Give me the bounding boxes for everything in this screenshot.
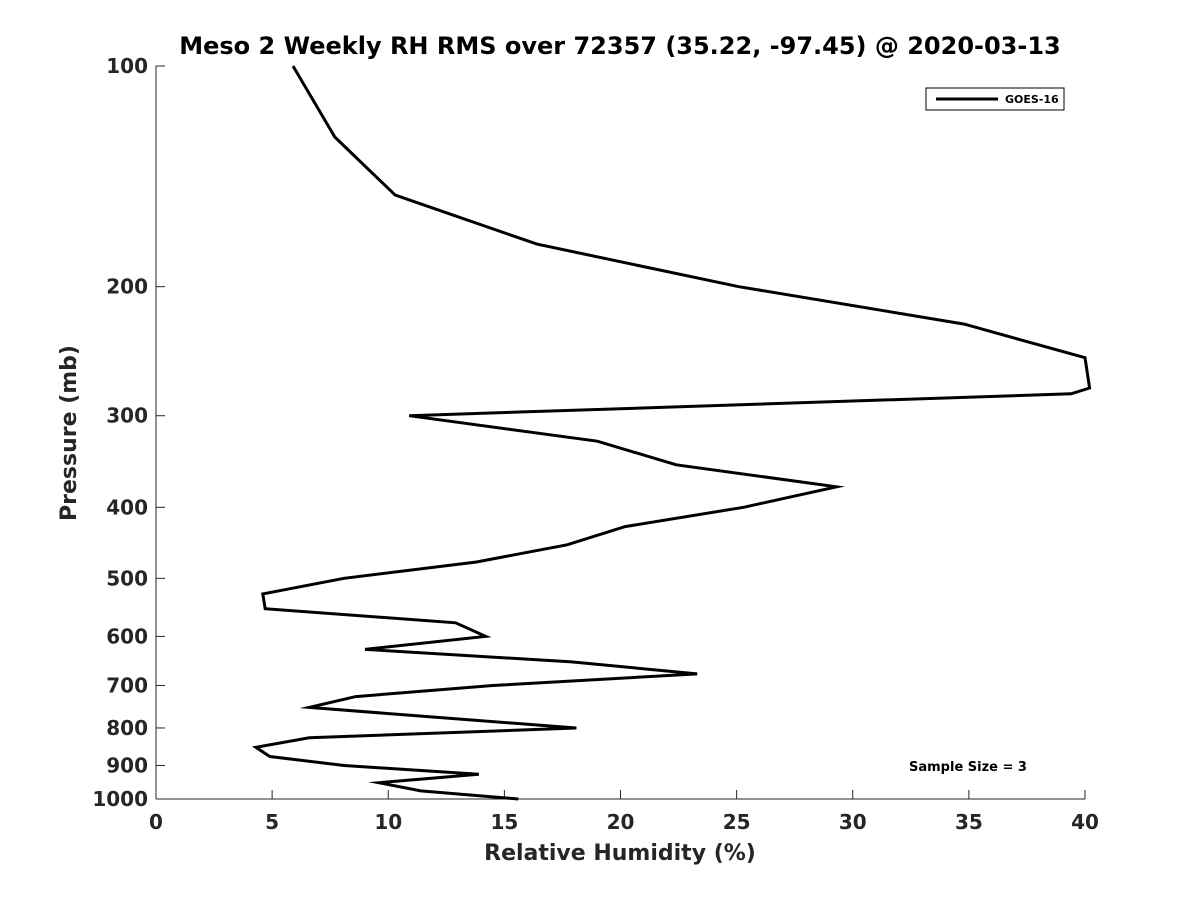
x-tick-label: 25 xyxy=(723,810,751,834)
legend-entry-goes-16: GOES-16 xyxy=(1005,93,1059,106)
x-tick-label: 5 xyxy=(265,810,279,834)
x-tick-label: 20 xyxy=(607,810,635,834)
series-layer xyxy=(251,65,1092,801)
y-tick-label: 300 xyxy=(106,404,148,428)
x-tick-label: 15 xyxy=(490,810,518,834)
y-axis-label: Pressure (mb) xyxy=(57,345,82,521)
y-tick-label: 200 xyxy=(106,275,148,299)
x-tick-label: 0 xyxy=(149,810,163,834)
x-tick-label: 35 xyxy=(955,810,983,834)
y-tick-label: 1000 xyxy=(92,787,148,811)
y-tick-label: 700 xyxy=(106,673,148,697)
x-tick-label: 10 xyxy=(374,810,402,834)
x-tick-label: 40 xyxy=(1071,810,1099,834)
y-tick-label: 800 xyxy=(106,716,148,740)
legend: GOES-16 xyxy=(925,87,1065,111)
axes: 0 5 10 15 20 25 30 35 40 100 200 300 400 500 600 700 800… xyxy=(92,54,1099,834)
x-axis-label: Relative Humidity (%) xyxy=(484,841,756,866)
y-tick-label: 600 xyxy=(106,624,148,648)
chart-title: Meso 2 Weekly RH RMS over 72357 (35.22, … xyxy=(179,32,1061,60)
x-tick-label: 30 xyxy=(839,810,867,834)
series-line-goes-16 xyxy=(251,65,1092,801)
y-tick-label: 100 xyxy=(106,54,148,78)
y-tick-label: 400 xyxy=(106,495,148,519)
y-tick-label: 900 xyxy=(106,753,148,777)
sample-size-annotation: Sample Size = 3 xyxy=(909,760,1027,775)
y-tick-label: 500 xyxy=(106,566,148,590)
